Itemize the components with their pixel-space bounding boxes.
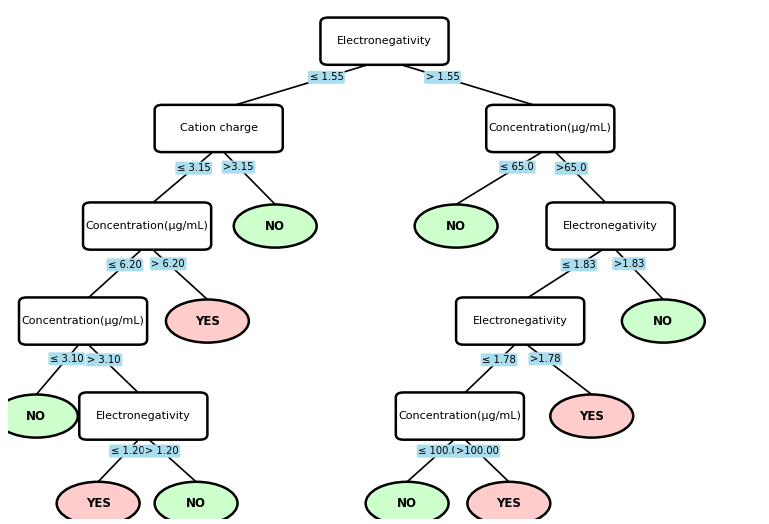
Text: YES: YES [497,497,521,510]
Text: Electronegativity: Electronegativity [563,221,658,231]
Text: NO: NO [186,497,206,510]
Text: >100.00: >100.00 [455,446,498,456]
Ellipse shape [155,482,238,524]
Text: ≤ 3.15: ≤ 3.15 [177,163,211,173]
FancyBboxPatch shape [155,105,283,152]
FancyBboxPatch shape [486,105,614,152]
Text: ≤ 6.20: ≤ 6.20 [108,260,141,270]
Ellipse shape [57,482,139,524]
Text: > 1.55: > 1.55 [426,72,459,82]
Ellipse shape [551,395,633,438]
Text: Electronegativity: Electronegativity [473,316,568,326]
Text: ≤ 1.78: ≤ 1.78 [482,355,516,365]
FancyBboxPatch shape [396,392,524,440]
Text: NO: NO [446,220,466,233]
Ellipse shape [166,300,249,343]
Text: >1.78: >1.78 [530,354,561,364]
Text: >1.83: >1.83 [614,259,644,269]
FancyBboxPatch shape [547,202,674,249]
FancyBboxPatch shape [79,392,208,440]
Text: YES: YES [85,497,111,510]
Text: ≤ 3.10: ≤ 3.10 [50,354,84,364]
Ellipse shape [414,204,498,248]
Ellipse shape [234,204,317,248]
Ellipse shape [0,395,78,438]
Text: NO: NO [265,220,285,233]
Text: YES: YES [195,314,220,328]
Text: ≤ 1.55: ≤ 1.55 [310,72,344,82]
Text: YES: YES [579,410,604,422]
Text: ≤ 1.20: ≤ 1.20 [111,446,145,456]
Ellipse shape [366,482,448,524]
Text: Concentration(μg/mL): Concentration(μg/mL) [85,221,208,231]
Text: Electronegativity: Electronegativity [96,411,191,421]
Text: > 3.10: > 3.10 [88,355,121,365]
Text: ≤ 65.0: ≤ 65.0 [501,162,534,172]
Text: > 1.20: > 1.20 [145,446,178,456]
Text: >65.0: >65.0 [556,163,587,173]
Text: Electronegativity: Electronegativity [337,36,432,46]
FancyBboxPatch shape [456,298,584,345]
Text: Concentration(μg/mL): Concentration(μg/mL) [398,411,521,421]
Ellipse shape [468,482,551,524]
FancyBboxPatch shape [83,202,211,249]
Text: NO: NO [397,497,417,510]
Text: Concentration(μg/mL): Concentration(μg/mL) [489,124,611,134]
Ellipse shape [622,300,704,343]
Text: NO: NO [26,410,46,422]
Text: ≤ 100.00: ≤ 100.00 [418,446,464,456]
FancyBboxPatch shape [321,18,448,65]
FancyBboxPatch shape [19,298,147,345]
Text: >3.15: >3.15 [223,162,254,172]
Text: ≤ 1.83: ≤ 1.83 [562,260,596,270]
Text: Cation charge: Cation charge [180,124,258,134]
Text: Concentration(μg/mL): Concentration(μg/mL) [22,316,145,326]
Text: NO: NO [654,314,674,328]
Text: > 6.20: > 6.20 [151,259,185,269]
